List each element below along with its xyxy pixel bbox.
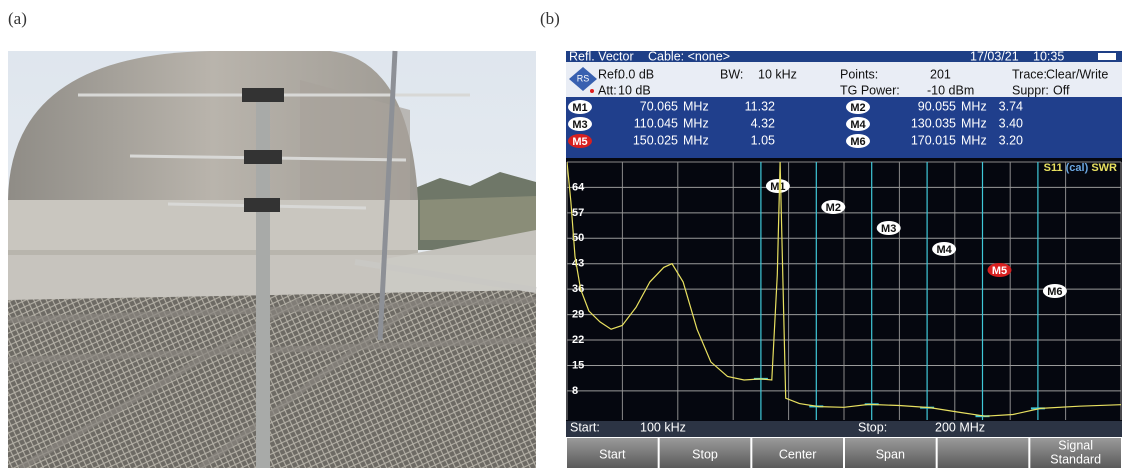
stop-value: 200 MHz [935,420,985,434]
softkey-frame [938,438,1029,468]
marker-freq: 70.065 [640,99,678,113]
marker-value: 3.40 [999,116,1023,130]
setting-label: Trace: [1012,67,1047,81]
marker-freq: 150.025 [633,133,678,147]
y-tick-label: 29 [572,309,584,321]
setting-value: 201 [930,67,951,81]
setting-label: BW: [720,67,743,81]
status-time: 10:35 [1033,49,1064,63]
panel-label: (b) [540,9,560,28]
marker-name: M1 [770,181,785,193]
marker-value: 1.05 [751,133,775,147]
setting-value: 10 kHz [758,67,797,81]
marker-freq: 170.015 [911,133,956,147]
y-tick-label: 15 [572,359,584,371]
marker-value: 4.32 [751,116,775,130]
marker-freq: 130.035 [911,116,956,130]
y-tick-label: 43 [572,258,584,270]
figure: (a) (b) RS Refl. Vector Cable: <none> 17… [0,0,1129,468]
setting-label: Points: [840,67,878,81]
y-tick-label: 57 [572,207,584,219]
marker-name: M5 [992,265,1007,277]
softkey-label[interactable]: Span [876,447,905,461]
marker-value: 11.32 [745,99,775,113]
marker-name: M6 [850,136,865,148]
softkey-label[interactable]: Signal [1058,438,1093,452]
softkey-label[interactable]: Center [779,447,817,461]
setting-label: Att: [598,83,617,97]
marker-unit: MHz [961,116,987,130]
status-mode: Refl. Vector [569,49,634,63]
panel-label: (a) [8,9,27,28]
y-tick-label: 22 [572,334,584,346]
analyzer-screen: RS Refl. Vector Cable: <none> 17/03/21 1… [566,49,1122,468]
trace-label-part: SWR [1091,162,1117,174]
setting-value: 10 dB [618,83,651,97]
setting-label: TG Power: [840,83,900,97]
status-cable: Cable: <none> [648,49,730,63]
marker-unit: MHz [683,99,709,113]
marker-unit: MHz [961,133,987,147]
marker-name: M1 [572,102,587,114]
marker-name: M6 [1047,286,1062,298]
start-label: Start: [570,420,600,434]
photo [8,51,536,468]
marker-value: 3.74 [999,99,1023,113]
y-tick-label: 8 [572,385,578,397]
marker-name: M4 [936,244,952,256]
marker-name: M2 [826,202,841,214]
svg-text:RS: RS [577,73,590,83]
softkey-label[interactable]: Stop [692,447,718,461]
marker-name: M5 [572,136,587,148]
marker-value: 3.20 [999,133,1023,147]
softkey-label[interactable]: Standard [1050,452,1101,466]
status-date: 17/03/21 [970,49,1019,63]
setting-value: -10 dBm [927,83,974,97]
setting-value: Off [1053,83,1070,97]
stop-label: Stop: [858,420,887,434]
softkey-label[interactable]: Start [599,447,626,461]
trace-label-part: (cal) [1066,162,1089,174]
marker-freq: 110.045 [634,116,678,130]
marker-name: M4 [850,119,866,131]
setting-value: 0.0 dB [618,67,654,81]
setting-label: Suppr: [1012,83,1049,97]
marker-name: M2 [850,102,865,114]
marker-unit: MHz [683,133,709,147]
setting-value: Clear/Write [1046,67,1108,81]
start-value: 100 kHz [640,420,686,434]
marker-name: M3 [881,223,896,235]
trace-label: S11 (cal) SWR [1044,162,1117,174]
y-tick-label: 64 [572,181,585,193]
marker-unit: MHz [683,116,709,130]
marker-freq: 90.055 [918,99,956,113]
marker-name: M3 [572,119,587,131]
marker-unit: MHz [961,99,987,113]
trace-label-part: S11 [1044,162,1063,174]
